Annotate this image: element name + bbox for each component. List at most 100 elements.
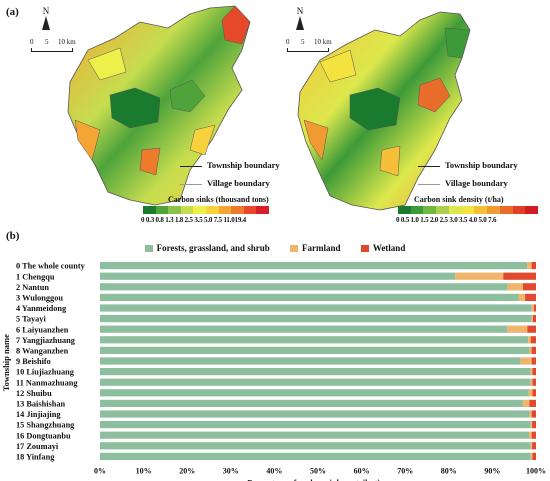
x-tick-label: 80%	[441, 466, 457, 475]
x-tick-label: 10%	[136, 466, 152, 475]
bar-farmland	[530, 368, 533, 376]
bar-wetland	[533, 304, 536, 312]
bar-wetland	[503, 272, 536, 280]
colorbar-segment	[155, 206, 169, 214]
colorbar-segment	[205, 206, 219, 214]
bar-farmland	[528, 336, 531, 344]
north-arrow-left: N	[38, 6, 54, 30]
x-tick-label: 50%	[310, 466, 326, 475]
farmland-swatch	[290, 245, 299, 252]
legend-label: Forests, grassland, and shrub	[156, 243, 270, 253]
bar-wetland	[522, 283, 536, 291]
bar-farmland	[528, 389, 533, 397]
category-label: 16 Dongtuanbu	[16, 431, 71, 440]
north-arrow-icon	[296, 16, 304, 30]
bar-wetland	[532, 421, 536, 429]
colorbar-segment	[231, 206, 244, 214]
category-label: 6 Laiyuanzhen	[16, 325, 69, 334]
x-tick-label: 90%	[484, 466, 500, 475]
colorbar-title-right: Carbon sink density (t/ha)	[414, 195, 504, 204]
legend-village-left: Village boundary	[180, 178, 270, 188]
bar-farmland	[531, 304, 534, 312]
category-label: 0 The whole county	[16, 262, 86, 271]
category-label: 5 Tayayi	[16, 315, 46, 324]
bar-wetland	[531, 410, 536, 418]
bar-wetland	[529, 399, 536, 407]
category-label: 11 Nanmazhuang	[16, 378, 78, 387]
scale-label-10: 10 km	[58, 38, 76, 46]
x-tick-label: 40%	[266, 466, 282, 475]
bar-farmland	[507, 283, 523, 291]
category-label: 9 Beishifo	[16, 357, 51, 366]
x-tick-label: 100%	[526, 466, 546, 475]
bar-farmland	[527, 262, 532, 270]
bar-forest	[100, 283, 508, 291]
category-label: 2 Nantun	[16, 283, 49, 292]
bar-farmland	[529, 431, 532, 439]
x-tick-label: 0%	[94, 466, 106, 475]
colorbar-segment	[193, 206, 206, 214]
bar-forest	[100, 336, 529, 344]
carbon-sink-map	[67, 5, 251, 206]
bar-forest	[100, 389, 529, 397]
category-label: 15 Shangzhuang	[16, 421, 75, 430]
bar-forest	[100, 431, 530, 439]
scale-label-5: 5	[45, 38, 49, 46]
colorbar-segment	[487, 206, 500, 214]
colorbar-ticks-right: 0 0.5 1.0 1.5 2.0 2.5 3.0 3.5 4.0 5.0 7.…	[396, 216, 497, 224]
category-label: 4 Yanmeidong	[16, 304, 67, 313]
colorbar-segment	[499, 206, 513, 214]
scale-line	[287, 48, 329, 52]
category-label: 8 Wanganzhen	[16, 347, 69, 356]
category-label: 14 Jinjiajing	[16, 410, 61, 419]
colorbar-segment	[218, 206, 232, 214]
colorbar-segment	[461, 206, 475, 214]
bar-forest	[100, 452, 531, 460]
bar-wetland	[531, 357, 536, 365]
x-axis-label: Percentage of carbon sink contribution	[247, 477, 389, 481]
carbon-density-map	[297, 11, 471, 211]
bar-forest	[100, 421, 531, 429]
bar-forest	[100, 315, 532, 323]
legend-label: Township boundary	[445, 160, 518, 170]
bar-wetland	[532, 452, 536, 460]
x-tick-label: 20%	[179, 466, 195, 475]
colorbar-segment	[512, 206, 526, 214]
north-label: N	[296, 6, 304, 16]
panel-a-label: (a)	[6, 6, 19, 18]
legend-township-right: Township boundary	[418, 160, 518, 170]
scale-label-10: 10 km	[314, 38, 332, 46]
colorbar-left	[143, 206, 269, 214]
legend-label: Village boundary	[207, 178, 270, 188]
category-label: 12 Shuibu	[16, 389, 52, 398]
bar-farmland	[529, 346, 532, 354]
north-label: N	[42, 6, 50, 16]
legend-label: Township boundary	[207, 160, 280, 170]
bar-wetland	[532, 378, 536, 386]
bar-forest	[100, 378, 531, 386]
chart-legend: Forests, grassland, and shrub Farmland W…	[0, 243, 550, 253]
village-line-swatch	[418, 183, 440, 185]
bar-wetland	[531, 346, 536, 354]
bar-farmland	[455, 272, 504, 280]
colorbar-segment	[180, 206, 194, 214]
colorbar-segment	[436, 206, 449, 214]
bar-wetland	[532, 315, 536, 323]
colorbar-segment	[474, 206, 488, 214]
y-axis-label: Township name	[1, 334, 11, 391]
category-label: 1 Chengqu	[16, 272, 55, 281]
bar-forest	[100, 304, 532, 312]
colorbar-segment	[398, 206, 411, 214]
legend-item-forest: Forests, grassland, and shrub	[144, 243, 270, 253]
colorbar-segment	[243, 206, 257, 214]
category-label: 18 Yinfang	[16, 453, 55, 462]
scale-label-5: 5	[301, 38, 305, 46]
bar-farmland	[518, 293, 526, 301]
scale-label-0: 0	[286, 38, 290, 46]
bar-forest	[100, 410, 530, 418]
bar-forest	[100, 357, 521, 365]
category-label: 10 Liujiazhuang	[16, 368, 75, 377]
township-line-swatch	[180, 165, 202, 167]
bar-forest	[100, 368, 531, 376]
legend-label: Farmland	[302, 243, 341, 253]
